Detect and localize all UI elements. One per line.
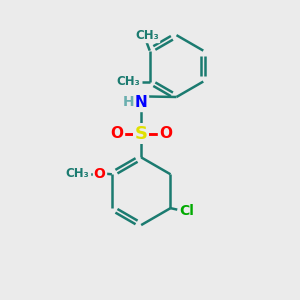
Text: N: N [135, 95, 148, 110]
Text: CH₃: CH₃ [135, 29, 159, 42]
Text: CH₃: CH₃ [116, 75, 140, 88]
Text: S: S [135, 125, 148, 143]
Text: O: O [159, 126, 172, 141]
Text: CH₃: CH₃ [66, 167, 90, 180]
Text: O: O [94, 167, 105, 181]
Text: Cl: Cl [179, 204, 194, 218]
Text: O: O [110, 126, 124, 141]
Text: H: H [123, 95, 135, 109]
